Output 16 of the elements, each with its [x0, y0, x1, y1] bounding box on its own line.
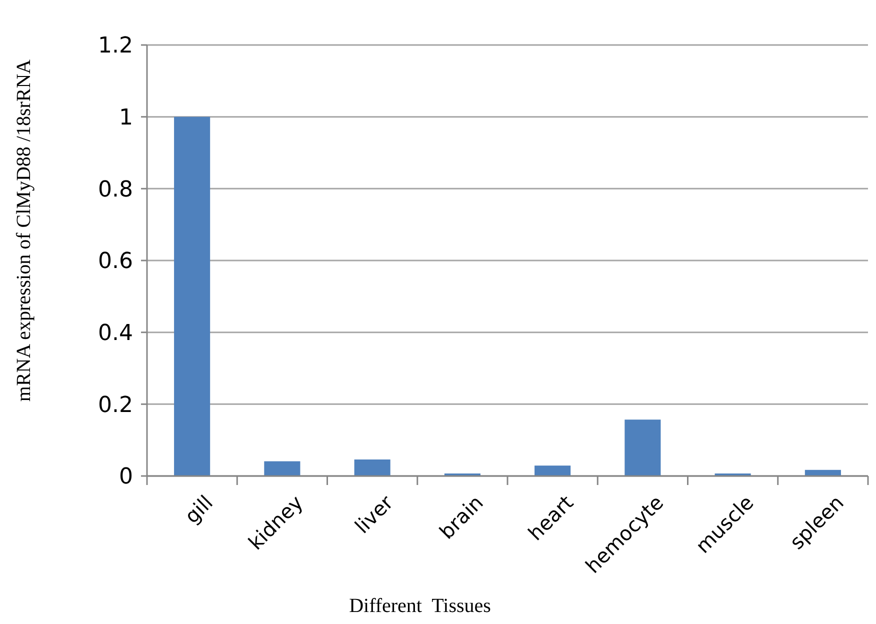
bar — [534, 466, 571, 476]
y-tick-label: 1 — [119, 106, 133, 131]
bar — [354, 459, 390, 476]
bar — [264, 461, 300, 476]
bar — [174, 116, 210, 476]
x-tick-label: gill — [180, 490, 218, 528]
y-tick-label: 0.8 — [98, 177, 133, 202]
y-axis-title: mRNA expression of ClMyD88 /18srRNA — [13, 58, 35, 402]
bar — [804, 470, 841, 476]
y-tick-label: 1.2 — [98, 34, 133, 59]
y-tick-label: 0.6 — [98, 249, 133, 274]
x-axis-title: Different Tissues — [349, 595, 492, 617]
y-tick-label: 0.4 — [98, 321, 133, 346]
y-tick-label: 0.2 — [98, 392, 133, 418]
bar — [624, 420, 661, 476]
y-tick-label: 0 — [119, 464, 133, 490]
